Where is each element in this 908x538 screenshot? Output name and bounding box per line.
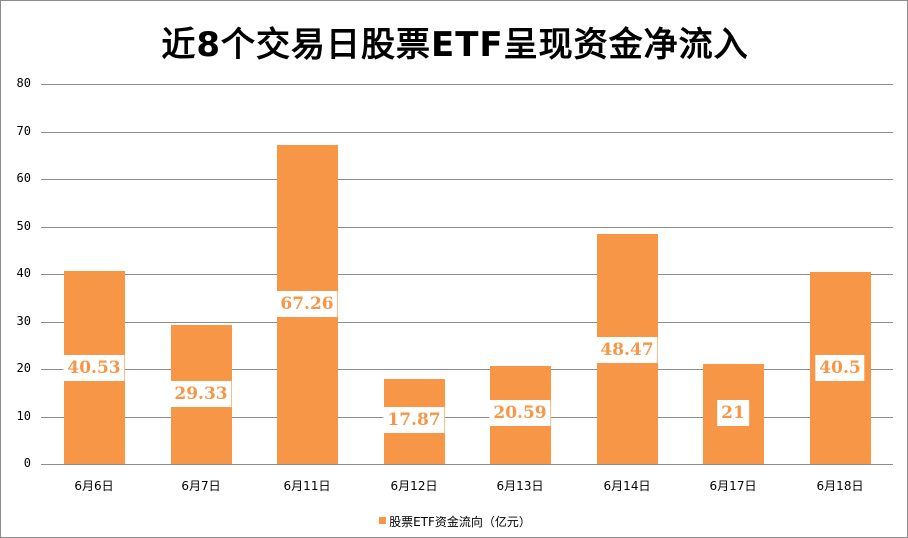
data-label: 17.87 [383, 407, 445, 433]
y-tick-label: 50 [16, 219, 31, 233]
gridline [41, 464, 893, 465]
y-tick-label: 20 [16, 361, 31, 375]
y-tick-label: 40 [16, 266, 31, 280]
data-label: 29.33 [170, 381, 232, 407]
data-label: 20.59 [489, 400, 551, 426]
x-tick-label: 6月7日 [181, 479, 221, 493]
y-tick-label: 0 [23, 456, 31, 470]
legend-swatch [379, 517, 387, 524]
gridline [41, 417, 893, 418]
data-label: 48.47 [596, 337, 658, 363]
data-label: 21 [717, 400, 749, 426]
gridline [41, 179, 893, 180]
y-tick-label: 80 [16, 76, 31, 90]
y-tick-label: 70 [16, 124, 31, 138]
x-tick-label: 6月12日 [390, 479, 438, 493]
gridline [41, 369, 893, 370]
legend: 股票ETF资金流向（亿元） [1, 513, 907, 530]
data-label: 40.5 [815, 355, 865, 381]
chart-title: 近8个交易日股票ETF呈现资金净流入 [161, 25, 749, 65]
y-tick-label: 60 [16, 171, 31, 185]
data-label: 67.26 [276, 291, 338, 317]
x-tick-label: 6月6日 [74, 479, 114, 493]
gridline [41, 322, 893, 323]
x-tick-label: 6月17日 [709, 479, 757, 493]
x-tick-label: 6月18日 [816, 479, 864, 493]
data-label: 40.53 [63, 355, 125, 381]
x-tick-label: 6月13日 [496, 479, 544, 493]
gridline [41, 84, 893, 85]
y-tick-label: 10 [16, 409, 31, 423]
gridline [41, 274, 893, 275]
gridline [41, 132, 893, 133]
x-tick-label: 6月14日 [603, 479, 651, 493]
legend-label: 股票ETF资金流向（亿元） [389, 515, 531, 529]
y-tick-label: 30 [16, 314, 31, 328]
x-tick-label: 6月11日 [283, 479, 331, 493]
gridline [41, 227, 893, 228]
